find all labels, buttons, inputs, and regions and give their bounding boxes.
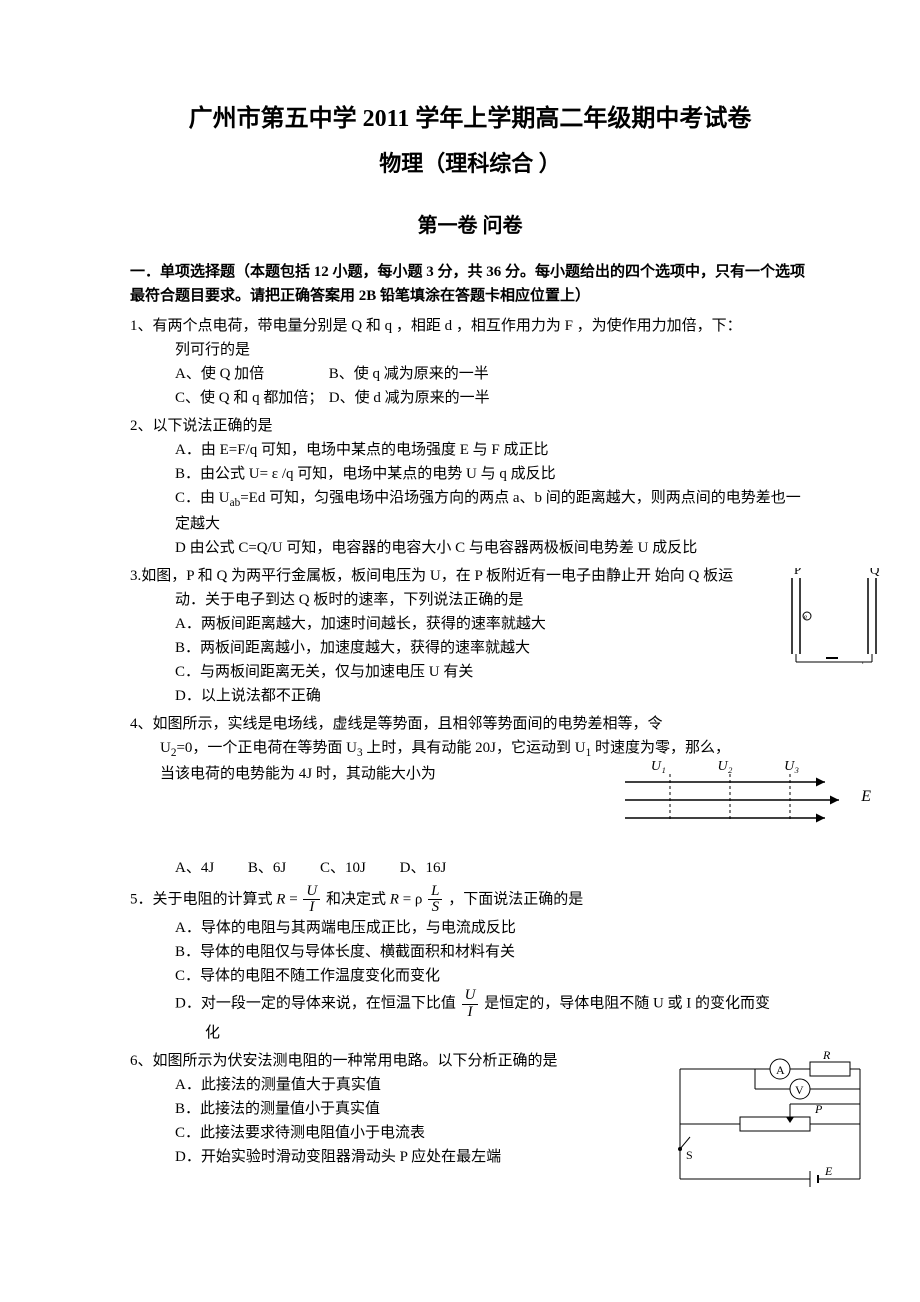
- q5-f2d: S: [428, 900, 442, 916]
- question-3: 3.如图，P 和 Q 为两平行金属板，板间电压为 U，在 P 板附近有一电子由静…: [130, 564, 810, 708]
- fig3-label-q: Q: [870, 568, 880, 577]
- q5-opt-a: A．导体的电阻与其两端电压成正比，与电流成反比: [175, 916, 810, 940]
- fig3-label-p: P: [794, 568, 801, 577]
- svg-text:−: −: [828, 660, 834, 664]
- q5-opt-b: B．导体的电阻仅与导体长度、横截面积和材料有关: [175, 940, 810, 964]
- q5-d-pre: D．对一段一定的导体来说，在恒温下比值: [175, 996, 460, 1012]
- q5-f1d: I: [303, 900, 320, 916]
- q3-stem-2: 动．关于电子到达 Q 板时的速率，下列说法正确的是: [175, 588, 810, 612]
- fig-parallel-plates: e − + P Q: [770, 568, 890, 664]
- q1-opt-a: A、使 Q 加倍: [175, 362, 325, 386]
- fig4-u2: U₂: [717, 756, 732, 778]
- q2-c-post: =Ed 可知，匀强电场中沿场强方向的两点 a、b 间的距离越大，则两点间的电势差…: [175, 490, 801, 532]
- q3-opt-d: D．以上说法都不正确: [175, 684, 810, 708]
- q4-opts: A、4J B、6J C、10J D、16J: [175, 856, 810, 880]
- fig6-r-label: R: [822, 1049, 831, 1062]
- q4-t1: =0，一个正电荷在等势面 U: [176, 740, 357, 756]
- q2-stem: 2、以下说法正确的是: [130, 414, 810, 438]
- q1-opt-b: B、使 q 减为原来的一半: [329, 366, 489, 382]
- fig6-voltmeter-label: V: [795, 1083, 804, 1097]
- q5-r1: R: [276, 891, 285, 907]
- q4-t2: 上时，具有动能 20J，它运动到 U: [363, 740, 586, 756]
- q5-opt-c: C．导体的电阻不随工作温度变化而变化: [175, 964, 810, 988]
- section-heading: 第一卷 问卷: [130, 210, 810, 242]
- q3-opt-a: A．两板间距离越大，加速时间越长，获得的速率就越大: [175, 612, 810, 636]
- q1-opt-c: C、使 Q 和 q 都加倍；: [175, 386, 325, 410]
- q1-opts-row2: C、使 Q 和 q 都加倍； D、使 d 减为原来的一半: [175, 386, 810, 410]
- page-title: 广州市第五中学 2011 学年上学期高二年级期中考试卷: [130, 100, 810, 138]
- q5-mid: 和决定式: [326, 891, 390, 907]
- q5-r2: R: [390, 891, 399, 907]
- q5-rho: = ρ: [403, 891, 423, 907]
- q5-stem: 5．关于电阻的计算式 R = UI 和决定式 R = ρ LS ，下面说法正确的…: [130, 884, 810, 917]
- q4-u2: U: [160, 740, 171, 756]
- fig6-p-label: P: [814, 1102, 823, 1116]
- q2-c-sub: ab: [230, 497, 241, 509]
- fig6-ammeter-label: A: [776, 1063, 785, 1077]
- question-4: 4、如图所示，实线是电场线，虚线是等势面，且相邻等势面间的电势差相等，令 U2=…: [130, 712, 810, 880]
- question-6: 6、如图所示为伏安法测电阻的一种常用电路。以下分析正确的是 A．此接法的测量值大…: [130, 1049, 810, 1169]
- q6-stem-text: 6、如图所示为伏安法测电阻的一种常用电路。以下分析正确的是: [130, 1053, 558, 1069]
- q4-line1: 4、如图所示，实线是电场线，虚线是等势面，且相邻等势面间的电势差相等，令: [130, 712, 810, 736]
- fig6-s-label: S: [686, 1148, 693, 1162]
- q5-post: ，下面说法正确的是: [448, 891, 583, 907]
- fig4-u3: U₃: [784, 756, 799, 778]
- svg-text:e: e: [804, 613, 807, 621]
- q5-dd: I: [462, 1005, 479, 1021]
- fig4-labels: U₁ U₂ U₃: [625, 756, 825, 778]
- question-1: 1、有两个点电荷，带电量分别是 Q 和 q ，相距 d ，相互作用力为 F ，为…: [130, 314, 810, 410]
- fig-field-lines: U₁ U₂ U₃ E: [625, 760, 865, 832]
- q3-stem-1: 3.如图，P 和 Q 为两平行金属板，板间电压为 U，在 P 板附近有一电子由静…: [130, 564, 810, 588]
- fig4-u1: U₁: [651, 756, 666, 778]
- q5-dn: U: [462, 988, 479, 1005]
- q5-d-frac: UI: [460, 988, 481, 1021]
- q3-opt-b: B．两板间距离越小，加速度越大，获得的速率就越大: [175, 636, 810, 660]
- q4-opt-a: A、4J: [175, 856, 214, 880]
- q5-frac2: LS: [426, 884, 444, 917]
- section-instructions: 一．单项选择题（本题包括 12 小题，每小题 3 分，共 36 分。每小题给出的…: [130, 260, 810, 308]
- q3-opt-c: C．与两板间距离无关，仅与加速电压 U 有关: [175, 660, 810, 684]
- fig-circuit: A R V P S E: [660, 1049, 870, 1199]
- q2-opt-a: A．由 E=F/q 可知，电场中某点的电场强度 E 与 F 成正比: [175, 438, 810, 462]
- q5-f2n: L: [428, 884, 442, 901]
- q2-opt-c: C．由 Uab=Ed 可知，匀强电场中沿场强方向的两点 a、b 间的距离越大，则…: [175, 486, 810, 536]
- q2-c-pre: C．由 U: [175, 490, 230, 506]
- fig6-e-label: E: [824, 1164, 833, 1178]
- q5-d-line2: 化: [205, 1021, 810, 1045]
- question-2: 2、以下说法正确的是 A．由 E=F/q 可知，电场中某点的电场强度 E 与 F…: [130, 414, 810, 560]
- q1-stem: 1、有两个点电荷，带电量分别是 Q 和 q ，相距 d ，相互作用力为 F ，为…: [130, 314, 810, 338]
- q4-opt-b: B、6J: [248, 856, 286, 880]
- fig4-label-e: E: [861, 784, 871, 810]
- q5-opt-d: D．对一段一定的导体来说，在恒温下比值 UI 是恒定的，导体电阻不随 U 或 I…: [175, 988, 810, 1021]
- q5-d-post: 是恒定的，导体电阻不随 U 或 I 的变化而变: [484, 996, 770, 1012]
- question-5: 5．关于电阻的计算式 R = UI 和决定式 R = ρ LS ，下面说法正确的…: [130, 884, 810, 1045]
- q1-stem-cont: 列可行的是: [175, 338, 810, 362]
- page-subtitle: 物理（理科综合 ）: [130, 146, 810, 181]
- q5-eq1: =: [289, 891, 301, 907]
- q4-opt-d: D、16J: [400, 856, 447, 880]
- q1-opt-d: D、使 d 减为原来的一半: [329, 390, 490, 406]
- q5-pre: 5．关于电阻的计算式: [130, 891, 276, 907]
- q5-f1n: U: [303, 884, 320, 901]
- svg-text:+: +: [860, 660, 866, 664]
- q1-opts-row1: A、使 Q 加倍 B、使 q 减为原来的一半: [175, 362, 810, 386]
- q2-opt-b: B．由公式 U= ε /q 可知，电场中某点的电势 U 与 q 成反比: [175, 462, 810, 486]
- q5-frac1: UI: [301, 884, 322, 917]
- q4-t3: 时速度为零，那么，: [591, 740, 730, 756]
- q2-opt-d: D 由公式 C=Q/U 可知，电容器的电容大小 C 与电容器两极板间电势差 U …: [175, 536, 810, 560]
- q4-opt-c: C、10J: [320, 856, 366, 880]
